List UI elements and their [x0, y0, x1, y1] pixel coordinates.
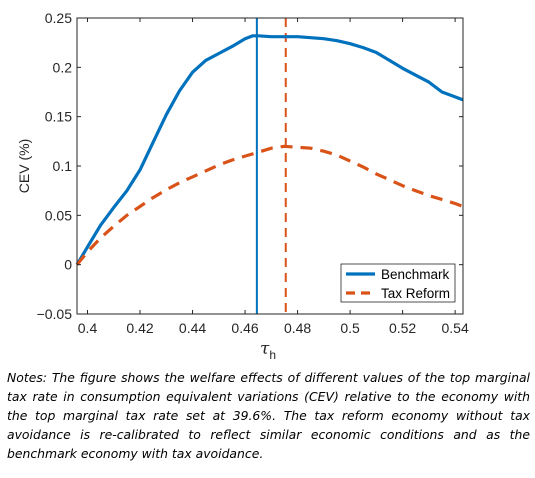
x-axis-label-subscript: h: [269, 348, 276, 362]
y-tick-labels: −0.05 0 0.05 0.1 0.15 0.2 0.25: [37, 10, 73, 322]
y-tick-label: 0.2: [53, 59, 73, 75]
y-tick-label: 0: [64, 257, 72, 273]
legend-label-tax-reform: Tax Reform: [381, 286, 450, 301]
y-tick-label: −0.05: [37, 306, 73, 322]
series-lines: [75, 34, 464, 266]
x-tick-label: 0.54: [441, 320, 468, 336]
legend: Benchmark Tax Reform: [340, 263, 456, 303]
axis-ticks: [77, 17, 463, 315]
x-tick-label: 0.48: [284, 320, 311, 336]
figure-notes: Notes: The figure shows the welfare effe…: [7, 370, 530, 461]
vertical-marker-lines: [255, 18, 287, 314]
x-tick-label: 0.5: [340, 320, 360, 336]
y-axis-label: CEV (%): [16, 139, 32, 193]
x-tick-labels: 0.4 0.42 0.44 0.46 0.48 0.5 0.52 0.54: [78, 320, 469, 336]
legend-label-benchmark: Benchmark: [381, 267, 450, 282]
x-tick-label: 0.4: [78, 320, 98, 336]
series-line-tax-reform: [75, 144, 464, 266]
x-tick-label: 0.44: [179, 320, 206, 336]
welfare-chart: 0.4 0.42 0.44 0.46 0.48 0.5 0.52 0.54 −0.05 0 0.0…: [16, 10, 469, 362]
x-tick-label: 0.46: [231, 320, 258, 336]
legend-box: [340, 263, 456, 303]
y-tick-label: 0.25: [45, 10, 72, 26]
y-tick-label: 0.05: [45, 207, 72, 223]
x-tick-label: 0.52: [389, 320, 416, 336]
x-axis-label: τh: [260, 339, 276, 362]
y-tick-label: 0.15: [45, 109, 72, 125]
x-axis-label-symbol: τ: [260, 339, 270, 359]
y-tick-label: 0.1: [53, 158, 73, 174]
series-line-benchmark: [75, 34, 464, 266]
x-tick-label: 0.42: [126, 320, 153, 336]
